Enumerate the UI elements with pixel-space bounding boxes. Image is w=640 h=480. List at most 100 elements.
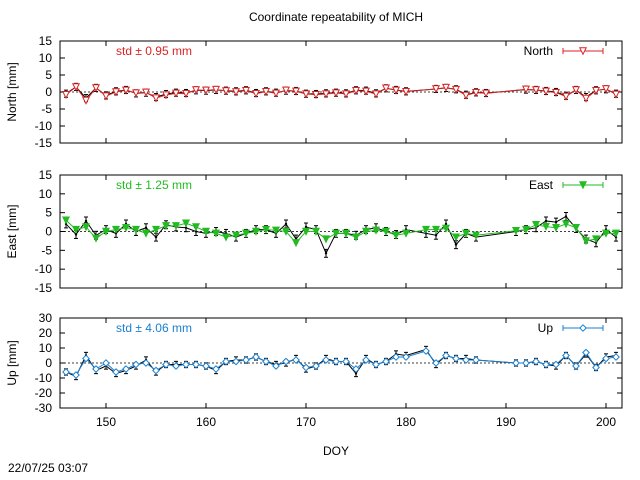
- north-point: [101, 92, 111, 101]
- north-point: [331, 89, 341, 98]
- up-point: [82, 354, 90, 363]
- east-point: [321, 235, 331, 244]
- east-point: [201, 227, 211, 236]
- east-point: [91, 234, 101, 243]
- up-point: [382, 357, 390, 366]
- x-tick-label: 160: [196, 415, 216, 429]
- legend-marker: [579, 324, 587, 332]
- north-point: [281, 86, 291, 95]
- north-point: [291, 87, 301, 96]
- north-point: [341, 90, 351, 99]
- east-point: [101, 227, 111, 236]
- north-point: [531, 86, 541, 95]
- y-tick-label: -20: [35, 386, 53, 400]
- up-point: [312, 362, 320, 370]
- east-point: [281, 227, 291, 236]
- y-axis-label: North [mm]: [5, 62, 19, 121]
- east-point: [431, 225, 441, 234]
- y-tick-label: -5: [41, 102, 52, 116]
- legend-marker: [578, 47, 588, 56]
- raw-point: [564, 215, 568, 218]
- panel-east: -15 -10 -5 0 5 10 15 East [mm] std ± 1.25 mm East: [5, 168, 623, 295]
- north-point: [611, 90, 621, 99]
- north-point: [351, 86, 361, 95]
- north-point: [191, 86, 201, 95]
- y-tick-label: -10: [35, 262, 53, 276]
- up-point: [112, 368, 120, 376]
- east-point: [181, 219, 191, 228]
- east-point: [361, 227, 371, 236]
- east-point: [611, 229, 621, 238]
- up-point: [392, 353, 400, 361]
- east-point: [531, 221, 541, 230]
- north-point: [601, 85, 611, 94]
- north-point: [431, 85, 441, 94]
- raw-point: [544, 219, 548, 223]
- up-point: [72, 371, 80, 379]
- north-point: [61, 91, 71, 100]
- north-point: [121, 86, 131, 95]
- east-point: [401, 229, 411, 238]
- east-point: [151, 225, 161, 234]
- east-series-line: [65, 219, 616, 244]
- east-point: [221, 233, 231, 242]
- east-point: [121, 224, 131, 233]
- north-point: [361, 87, 371, 96]
- east-point: [561, 220, 571, 229]
- north-point: [261, 87, 271, 96]
- y-tick-label: -10: [35, 119, 53, 133]
- east-point: [421, 225, 431, 234]
- up-point: [202, 362, 210, 370]
- up-point: [242, 356, 250, 364]
- north-point: [141, 88, 151, 97]
- east-point: [331, 229, 341, 238]
- up-point: [532, 357, 540, 366]
- y-tick-label: -5: [41, 243, 52, 257]
- up-point: [132, 360, 140, 369]
- y-axis-label: Up [mm]: [5, 340, 19, 385]
- x-tick-label: 170: [296, 415, 316, 429]
- east-point: [81, 223, 91, 232]
- legend-label: North: [524, 44, 553, 58]
- y-tick-label: 0: [45, 85, 52, 99]
- raw-point: [454, 243, 458, 246]
- east-point: [541, 222, 551, 231]
- north-point: [171, 89, 181, 98]
- y-tick-label: -30: [35, 401, 53, 415]
- north-point: [471, 88, 481, 97]
- east-point: [371, 226, 381, 235]
- up-point: [342, 357, 350, 366]
- east-point: [471, 231, 481, 240]
- up-point: [332, 357, 340, 366]
- up-point: [462, 356, 470, 364]
- up-point: [162, 360, 170, 369]
- raw-point: [554, 220, 558, 224]
- east-point: [191, 223, 201, 232]
- east-point: [381, 227, 391, 236]
- up-point: [282, 357, 290, 366]
- up-point: [152, 366, 160, 375]
- east-point: [111, 225, 121, 234]
- raw-point: [324, 252, 328, 255]
- north-point: [321, 90, 331, 99]
- plot-frame: [59, 174, 623, 289]
- east-point: [601, 229, 611, 238]
- north-point: [71, 83, 81, 92]
- up-point: [582, 348, 590, 357]
- y-tick-label: 0: [45, 225, 52, 239]
- up-point: [92, 365, 100, 373]
- raw-point: [434, 234, 438, 237]
- footer-timestamp: 22/07/25 03:07: [8, 461, 89, 475]
- east-point: [141, 229, 151, 238]
- up-point: [352, 365, 360, 373]
- east-point: [61, 216, 71, 225]
- north-point: [91, 84, 101, 93]
- north-point: [131, 89, 141, 98]
- up-point: [212, 365, 220, 373]
- panel-north: -15 -10 -5 0 5 10 15 North [mm] std ± 0.95 mm Nor…: [5, 34, 623, 150]
- east-point: [391, 231, 401, 240]
- raw-point: [194, 230, 198, 233]
- north-point: [571, 86, 581, 95]
